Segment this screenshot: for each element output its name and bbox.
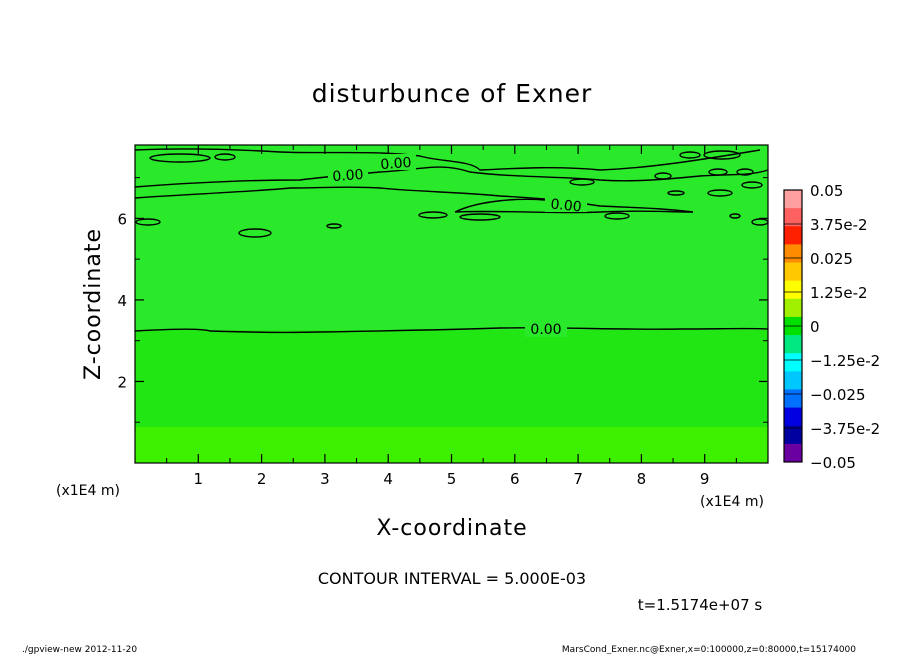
time-stamp: t=1.5174e+07 s — [638, 596, 763, 614]
contour-line — [134, 327, 769, 334]
footer-left: ./gpview-new 2012-11-20 — [22, 645, 137, 654]
contour-island — [569, 178, 595, 186]
contour-label: 0.00 — [380, 155, 412, 173]
y-unit-label: (x1E4 m) — [56, 483, 120, 499]
contour-island — [459, 213, 501, 221]
y-axis-label: Z-coordinate — [81, 228, 106, 380]
colorbar-swatch — [784, 226, 802, 245]
contour-island — [135, 218, 161, 226]
contour-interval: CONTOUR INTERVAL = 5.000E-03 — [318, 569, 586, 588]
contour-label: 0.00 — [332, 167, 364, 185]
contour-island — [654, 172, 672, 180]
contour-line — [134, 166, 769, 188]
contour-line — [454, 198, 546, 213]
contour-island — [238, 228, 272, 238]
colorbar-label: −3.75e-2 — [810, 420, 880, 438]
colorbar-swatch — [784, 262, 802, 282]
colorbar-label: −0.025 — [810, 386, 866, 404]
contour-line — [134, 148, 761, 171]
x-tick-label: 8 — [637, 470, 647, 488]
field-lower — [135, 330, 768, 427]
contour-island — [604, 212, 630, 220]
contour-island — [214, 153, 236, 161]
x-tick-label: 2 — [257, 470, 267, 488]
contour-labels: 0.00 0.00 0.00 0.00 — [328, 154, 587, 338]
contour-line — [134, 186, 694, 213]
contour-island — [729, 213, 741, 219]
colorbar-swatch — [784, 425, 802, 445]
chart-title: disturbunce of Exner — [312, 79, 593, 108]
x-tick-label: 5 — [447, 470, 457, 488]
colorbar-label: −1.25e-2 — [810, 352, 880, 370]
contour-label: 0.00 — [530, 322, 561, 338]
colorbar — [783, 189, 803, 463]
y-tick-label: 4 — [117, 292, 127, 310]
field-upper — [135, 145, 768, 330]
contour-label: 0.00 — [550, 196, 583, 215]
contour-island — [741, 181, 763, 189]
y-tick-label: 2 — [117, 373, 127, 391]
colorbar-swatch — [784, 280, 802, 300]
colorbar-swatch — [784, 389, 802, 409]
colorbar-swatch — [784, 298, 802, 318]
x-tick-label: 6 — [510, 470, 520, 488]
colorbar-label: 1.25e-2 — [810, 284, 868, 302]
x-tick-label: 1 — [194, 470, 204, 488]
contour-island — [707, 189, 733, 197]
x-tick-label: 7 — [573, 470, 583, 488]
x-unit-label: (x1E4 m) — [700, 494, 764, 510]
contour-island — [418, 211, 448, 219]
colorbar-swatch — [784, 443, 802, 463]
x-axis: 1 2 3 4 5 6 7 8 9 — [166, 145, 737, 488]
colorbar-swatch — [784, 244, 802, 264]
x-tick-label: 3 — [320, 470, 330, 488]
contour-island — [667, 190, 685, 196]
y-axis: 2 4 6 — [117, 177, 768, 423]
colorbar-swatch — [784, 208, 802, 227]
contour-line — [454, 210, 694, 214]
contour-island — [679, 151, 701, 159]
x-axis-label: X-coordinate — [376, 516, 527, 541]
colorbar-swatch — [784, 335, 802, 354]
colorbar-swatch — [784, 407, 802, 427]
colorbar-swatch — [784, 353, 802, 372]
contour-island — [149, 153, 211, 163]
colorbar-swatch — [784, 190, 802, 209]
x-tick-label: 9 — [700, 470, 710, 488]
contour-island — [703, 150, 741, 160]
contour-island — [736, 168, 754, 176]
colorbar-label: −0.05 — [810, 454, 856, 472]
colorbar-label: 3.75e-2 — [810, 216, 868, 234]
contour-lines — [134, 148, 769, 334]
colorbar-label: 0.05 — [810, 182, 843, 200]
contour-island — [708, 168, 728, 176]
colorbar-labels: 0.05 3.75e-2 0.025 1.25e-2 0 −1.25e-2 −0.025 −3… — [810, 182, 880, 472]
plot-area — [135, 145, 768, 463]
colorbar-swatch — [784, 371, 802, 390]
y-tick-label: 6 — [117, 210, 127, 228]
colorbar-label: 0.025 — [810, 250, 853, 268]
colorbar-label: 0 — [810, 318, 820, 336]
x-tick-label: 4 — [383, 470, 393, 488]
contour-island — [326, 223, 342, 229]
footer-right: MarsCond_Exner.nc@Exner,x=0:100000,z=0:8… — [562, 645, 856, 654]
